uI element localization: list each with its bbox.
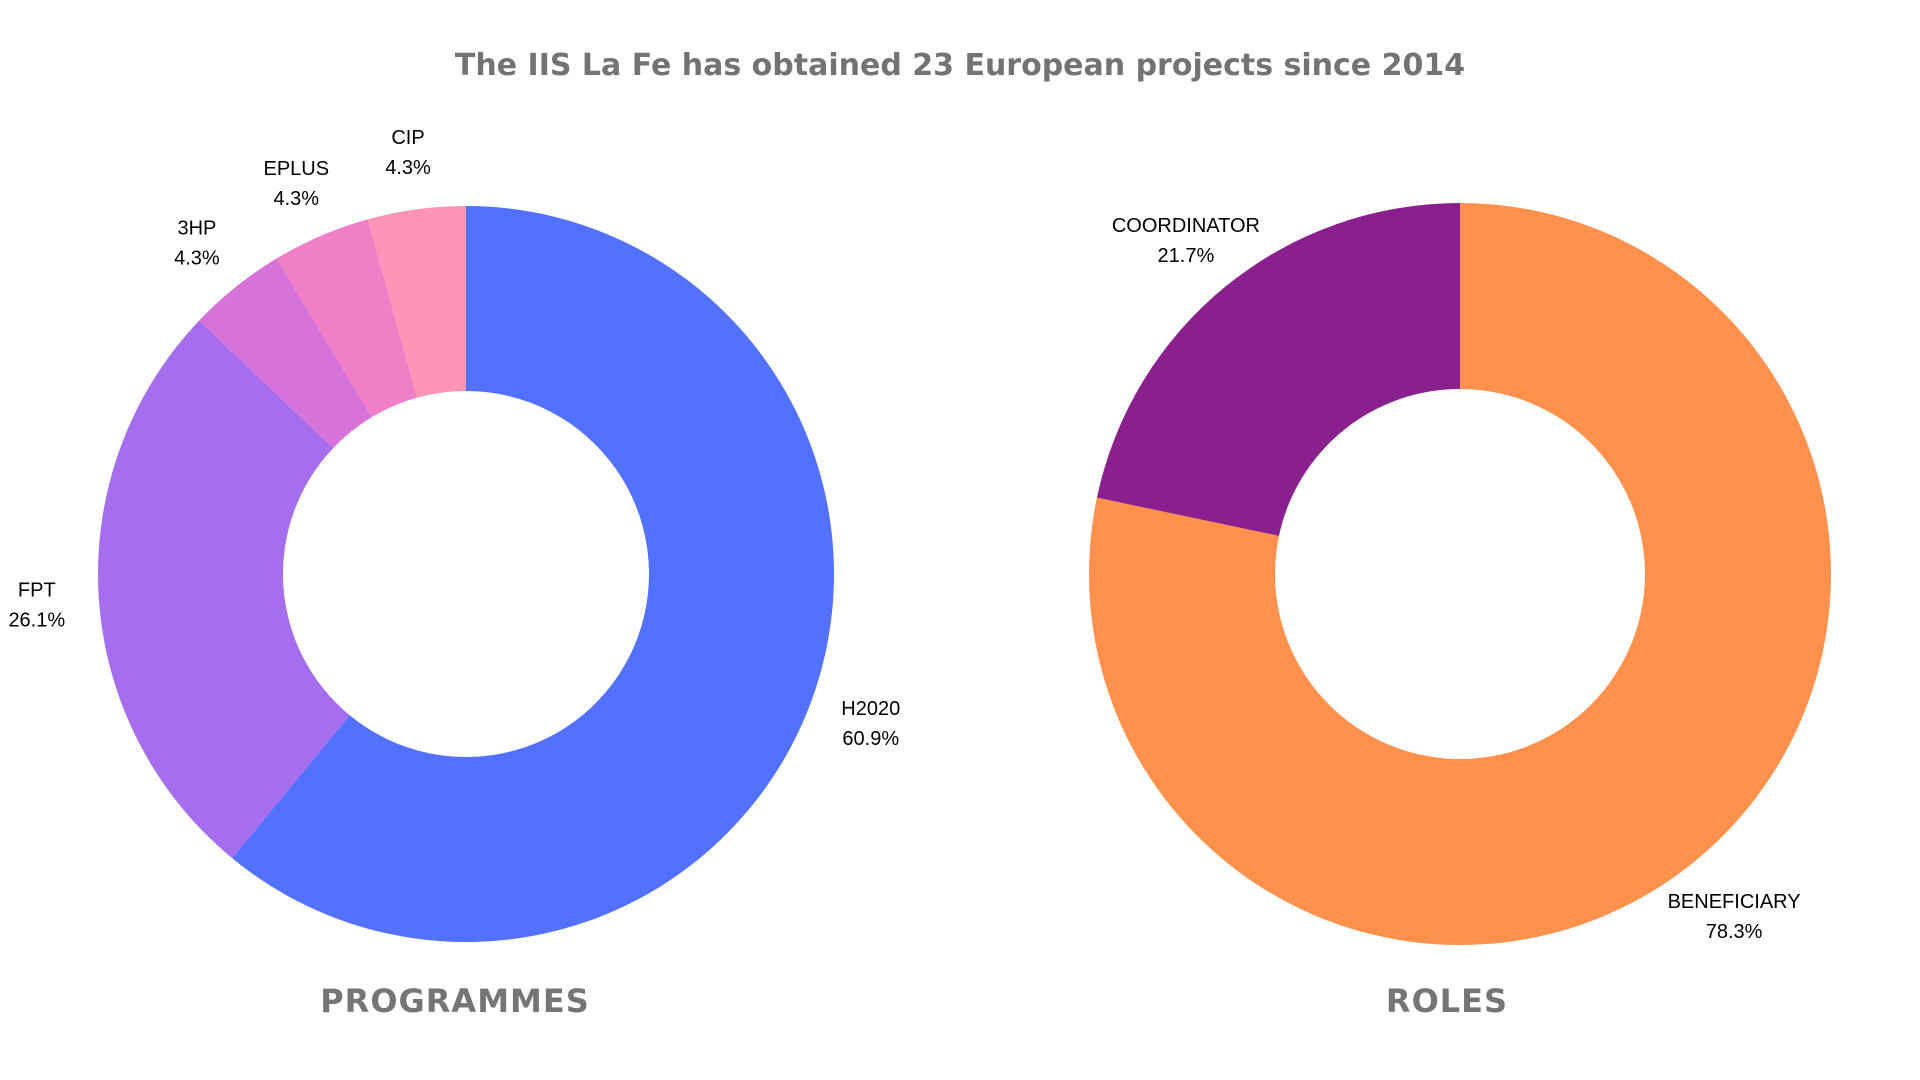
roles-slice-beneficiary [1089, 203, 1832, 945]
programmes-value-cip: 4.3% [385, 157, 431, 179]
programmes-chart-title: PROGRAMMES [320, 982, 590, 1020]
programmes-slice-fpt [97, 320, 350, 859]
programmes-slice-3hp [199, 258, 372, 448]
programmes-slice-h2020 [232, 206, 834, 942]
roles-chart-title: ROLES [1385, 982, 1509, 1020]
programmes-value-3hp: 4.3% [174, 248, 220, 270]
page-title: The IIS La Fe has obtained 23 European p… [454, 48, 1466, 83]
roles-label-coordinator: COORDINATOR [1112, 215, 1260, 237]
roles-value-coordinator: 21.7% [1158, 245, 1215, 267]
roles-slice-coordinator [1096, 203, 1460, 536]
programmes-label-eplus: EPLUS [264, 158, 330, 180]
roles-donut-chart: BENEFICIARY 78.3% COORDINATOR 21.7% [1089, 203, 1832, 945]
programmes-value-fpt: 26.1% [8, 609, 65, 631]
programmes-value-h2020: 60.9% [842, 728, 899, 750]
programmes-slice-cip [367, 206, 466, 398]
programmes-label-h2020: H2020 [841, 698, 900, 720]
programmes-donut-chart: H2020 60.9% FPT 26.1% 3HP 4.3% EPLUS 4.3% CIP 4.3… [8, 127, 900, 942]
programmes-label-3hp: 3HP [177, 218, 216, 240]
programmes-slice-eplus [276, 219, 418, 418]
roles-label-beneficiary: BENEFICIARY [1668, 891, 1801, 913]
programmes-label-fpt: FPT [18, 579, 56, 601]
roles-value-beneficiary: 78.3% [1706, 921, 1763, 943]
programmes-label-cip: CIP [391, 127, 424, 149]
programmes-value-eplus: 4.3% [274, 188, 320, 210]
